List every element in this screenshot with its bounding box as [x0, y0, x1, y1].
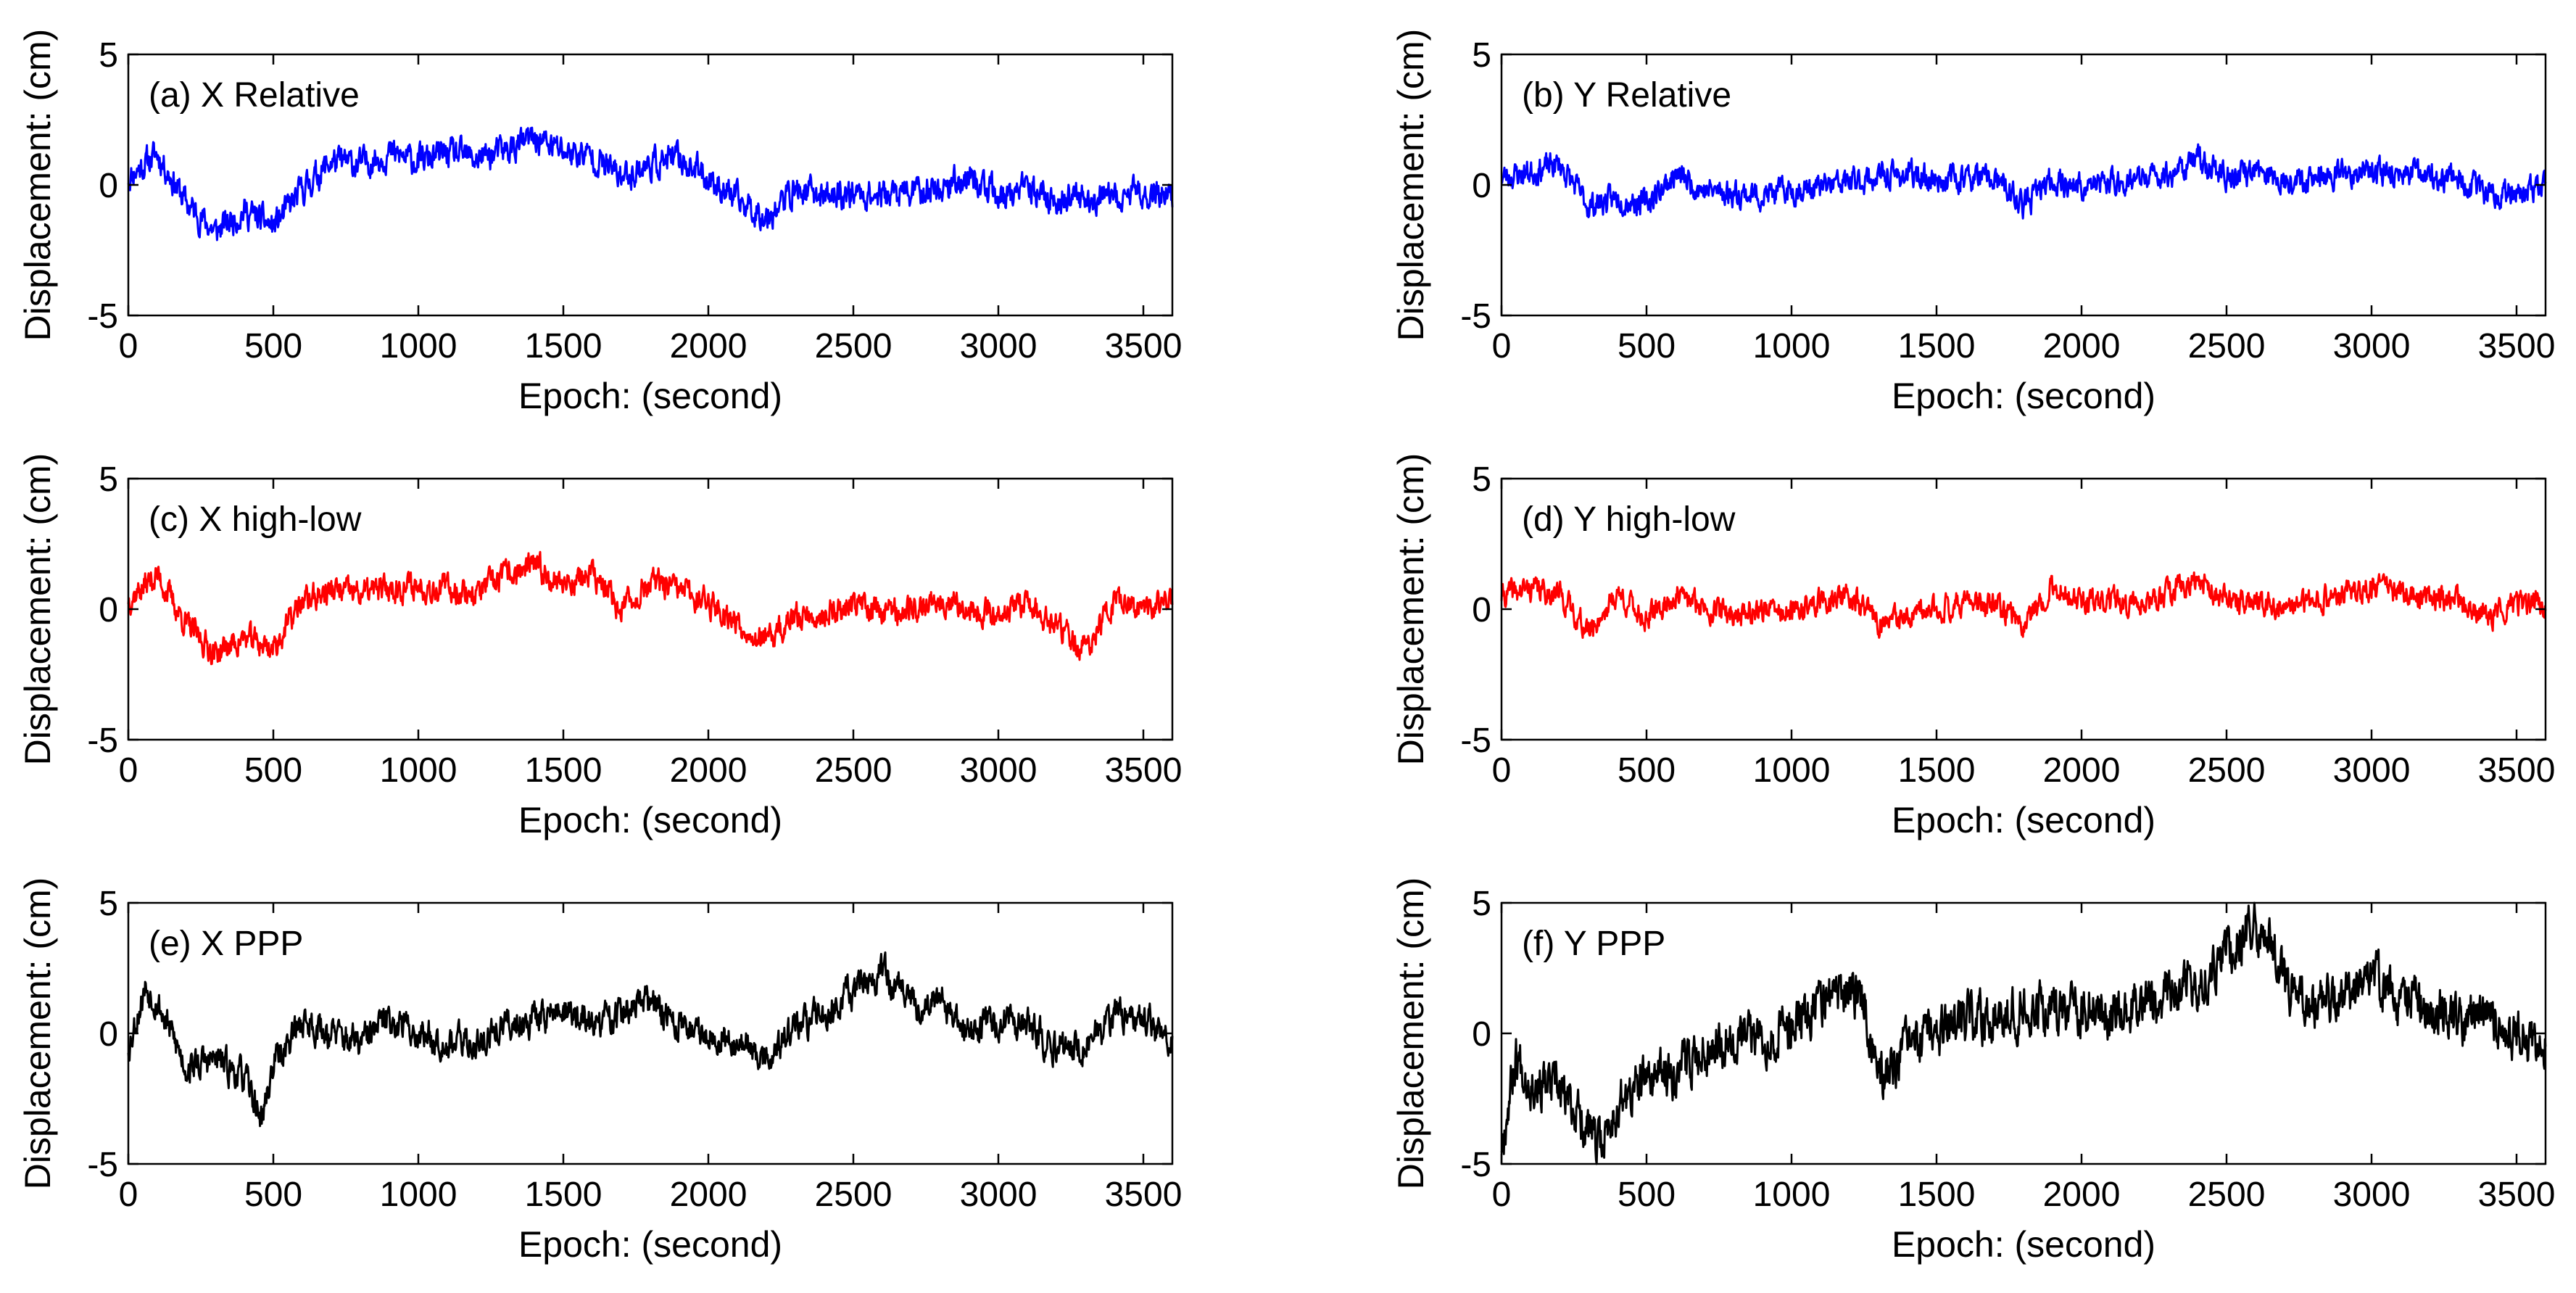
x-axis-label: Epoch: (second) — [1892, 800, 2155, 840]
x-tick-label: 2500 — [815, 751, 893, 790]
x-tick-label: 1500 — [525, 327, 602, 365]
panel-title: (f) Y PPP — [1522, 925, 1665, 963]
series-line-b — [1501, 143, 2547, 220]
y-tick-label: 5 — [1472, 460, 1491, 499]
y-tick-label: 5 — [1472, 36, 1491, 75]
y-tick-label: 0 — [99, 167, 118, 205]
x-tick-label: 1000 — [1753, 751, 1831, 790]
y-axis-label: Displacement: (cm) — [17, 877, 58, 1190]
x-tick-label: 2000 — [670, 327, 747, 365]
y-tick-label: -5 — [87, 297, 118, 336]
x-tick-label: 2000 — [670, 751, 747, 790]
panel-a: 0 500 1000 1500 2000 2500 3000 3500-505(a) X Re… — [17, 29, 1182, 416]
panel-d: 0 500 1000 1500 2000 2500 3000 3500-505(d) Y hi… — [1391, 453, 2555, 840]
x-axis-label: Epoch: (second) — [518, 1224, 782, 1265]
y-tick-label: 5 — [99, 460, 118, 499]
x-tick-label: 500 — [1618, 751, 1676, 790]
x-tick-label: 500 — [244, 751, 302, 790]
x-tick-label: 2500 — [2188, 1176, 2266, 1214]
x-axis-label: Epoch: (second) — [1892, 1224, 2155, 1265]
x-tick-label: 500 — [244, 327, 302, 365]
panel-title: (d) Y high-low — [1522, 500, 1736, 539]
series-line-e — [127, 951, 1174, 1128]
x-tick-label: 3500 — [1105, 1176, 1183, 1214]
y-axis-label: Displacement: (cm) — [17, 29, 58, 342]
y-axis-label: Displacement: (cm) — [1391, 453, 1431, 766]
panel-title: (b) Y Relative — [1522, 76, 1731, 115]
x-tick-label: 1000 — [380, 1176, 457, 1214]
x-tick-label: 3000 — [960, 327, 1038, 365]
y-tick-label: 0 — [1472, 167, 1491, 205]
series-line-f — [1500, 901, 2547, 1165]
x-tick-label: 3500 — [2478, 1176, 2556, 1214]
x-tick-label: 0 — [1492, 751, 1512, 790]
series-line-c — [127, 550, 1174, 666]
x-tick-label: 0 — [1492, 1176, 1512, 1214]
x-tick-label: 3500 — [1105, 327, 1183, 365]
x-tick-label: 3500 — [1105, 751, 1183, 790]
y-tick-label: 5 — [1472, 885, 1491, 923]
y-tick-label: 5 — [99, 885, 118, 923]
x-tick-label: 3500 — [2478, 751, 2556, 790]
x-tick-label: 2500 — [2188, 327, 2266, 365]
x-tick-label: 2000 — [670, 1176, 747, 1214]
y-axis-label: Displacement: (cm) — [1391, 29, 1431, 342]
y-tick-label: 0 — [99, 591, 118, 629]
x-tick-label: 1500 — [1898, 1176, 1976, 1214]
x-tick-label: 3500 — [2478, 327, 2556, 365]
y-tick-label: -5 — [1460, 1146, 1491, 1184]
series-line-d — [1500, 571, 2547, 639]
x-tick-label: 0 — [119, 327, 138, 365]
x-tick-label: 2000 — [2043, 327, 2121, 365]
y-tick-label: -5 — [1460, 297, 1491, 336]
y-tick-label: -5 — [1460, 722, 1491, 760]
y-tick-label: 5 — [99, 36, 118, 75]
x-tick-label: 1000 — [1753, 1176, 1831, 1214]
x-tick-label: 3000 — [2333, 327, 2411, 365]
y-axis-label: Displacement: (cm) — [17, 453, 58, 766]
x-tick-label: 500 — [244, 1176, 302, 1214]
y-tick-label: 0 — [99, 1015, 118, 1054]
x-tick-label: 3000 — [960, 1176, 1038, 1214]
x-axis-label: Epoch: (second) — [518, 800, 782, 840]
panel-b: 0 500 1000 1500 2000 2500 3000 3500-505(b) Y Re… — [1391, 29, 2555, 416]
panel-title: (a) X Relative — [149, 76, 360, 115]
y-tick-label: -5 — [87, 1146, 118, 1184]
x-tick-label: 3000 — [960, 751, 1038, 790]
x-tick-label: 1500 — [525, 1176, 602, 1214]
x-tick-label: 3000 — [2333, 751, 2411, 790]
y-axis-label: Displacement: (cm) — [1391, 877, 1431, 1190]
x-tick-label: 500 — [1618, 1176, 1676, 1214]
x-tick-label: 500 — [1618, 327, 1676, 365]
x-tick-label: 0 — [1492, 327, 1512, 365]
x-tick-label: 0 — [119, 1176, 138, 1214]
panel-title: (e) X PPP — [149, 925, 303, 963]
x-tick-label: 1500 — [525, 751, 602, 790]
panel-title: (c) X high-low — [149, 500, 362, 539]
x-tick-label: 0 — [119, 751, 138, 790]
panel-f: 0 500 1000 1500 2000 2500 3000 3500-505(f) Y PP… — [1391, 877, 2555, 1265]
y-tick-label: 0 — [1472, 591, 1491, 629]
x-tick-label: 2500 — [2188, 751, 2266, 790]
x-tick-label: 2000 — [2043, 1176, 2121, 1214]
y-tick-label: -5 — [87, 722, 118, 760]
x-tick-label: 1500 — [1898, 751, 1976, 790]
x-tick-label: 1000 — [380, 751, 457, 790]
x-axis-label: Epoch: (second) — [518, 376, 782, 416]
y-tick-label: 0 — [1472, 1015, 1491, 1054]
x-tick-label: 2500 — [815, 1176, 893, 1214]
panel-c: 0 500 1000 1500 2000 2500 3000 3500-505(c) X hi… — [17, 453, 1182, 840]
x-tick-label: 2000 — [2043, 751, 2121, 790]
x-tick-label: 1000 — [1753, 327, 1831, 365]
panel-e: 0 500 1000 1500 2000 2500 3000 3500-505(e) X PP… — [17, 877, 1182, 1265]
x-tick-label: 1000 — [380, 327, 457, 365]
x-axis-label: Epoch: (second) — [1892, 376, 2155, 416]
x-tick-label: 3000 — [2333, 1176, 2411, 1214]
x-tick-label: 2500 — [815, 327, 893, 365]
series-line-a — [127, 126, 1174, 241]
x-tick-label: 1500 — [1898, 327, 1976, 365]
